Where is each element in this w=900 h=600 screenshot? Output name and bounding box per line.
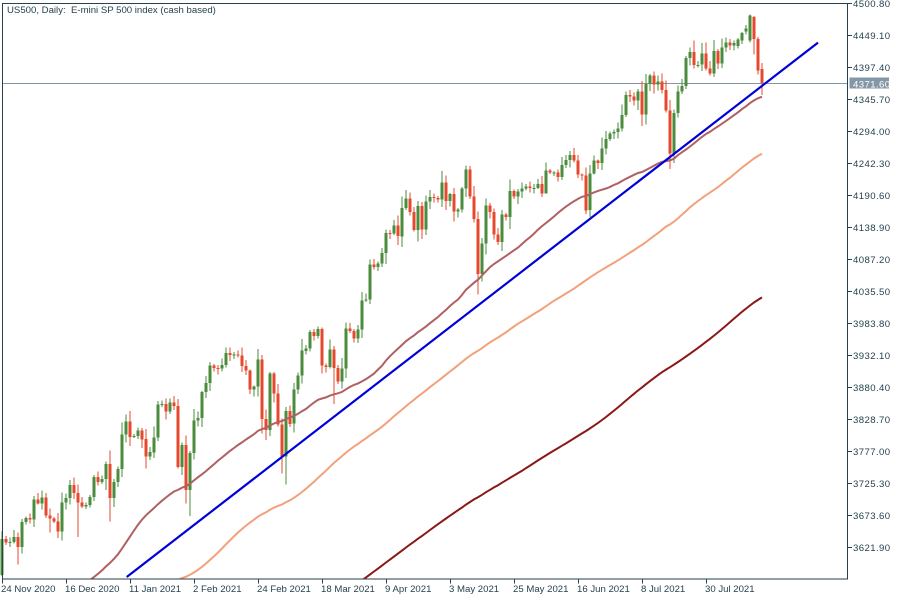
svg-text:3777.00: 3777.00 [853,447,890,458]
svg-text:24 Nov 2020: 24 Nov 2020 [1,584,55,595]
svg-text:25 May 2021: 25 May 2021 [513,584,568,595]
svg-text:3725.30: 3725.30 [853,479,890,490]
svg-text:4190.60: 4190.60 [853,191,890,202]
svg-text:4397.40: 4397.40 [853,63,890,74]
svg-text:3880.40: 3880.40 [853,383,890,394]
svg-text:4087.20: 4087.20 [853,255,890,266]
svg-text:18 Mar 2021: 18 Mar 2021 [321,584,375,595]
svg-text:8 Jul 2021: 8 Jul 2021 [641,584,685,595]
svg-text:9 Apr 2021: 9 Apr 2021 [385,584,431,595]
svg-text:3983.80: 3983.80 [853,319,890,330]
svg-text:3932.10: 3932.10 [853,351,890,362]
svg-text:4371.60: 4371.60 [853,80,890,91]
svg-text:4500.80: 4500.80 [853,0,890,10]
svg-text:11 Jan 2021: 11 Jan 2021 [129,584,181,595]
svg-text:3 May 2021: 3 May 2021 [449,584,499,595]
svg-text:US500, Daily: E-mini SP 500 i: US500, Daily: E-mini SP 500 index (cash … [7,5,216,16]
svg-text:3621.90: 3621.90 [853,543,890,554]
svg-text:16 Dec 2020: 16 Dec 2020 [65,584,119,595]
svg-text:4138.90: 4138.90 [853,223,890,234]
svg-text:3673.60: 3673.60 [853,511,890,522]
svg-text:4345.70: 4345.70 [853,95,890,106]
svg-text:24 Feb 2021: 24 Feb 2021 [257,584,311,595]
svg-text:4035.50: 4035.50 [853,287,890,298]
svg-text:3828.70: 3828.70 [853,415,890,426]
svg-text:4294.00: 4294.00 [853,127,890,138]
svg-text:16 Jun 2021: 16 Jun 2021 [577,584,630,595]
svg-text:4242.30: 4242.30 [853,159,890,170]
svg-text:30 Jul 2021: 30 Jul 2021 [705,584,755,595]
svg-text:4449.10: 4449.10 [853,31,890,42]
svg-text:2 Feb 2021: 2 Feb 2021 [193,584,242,595]
